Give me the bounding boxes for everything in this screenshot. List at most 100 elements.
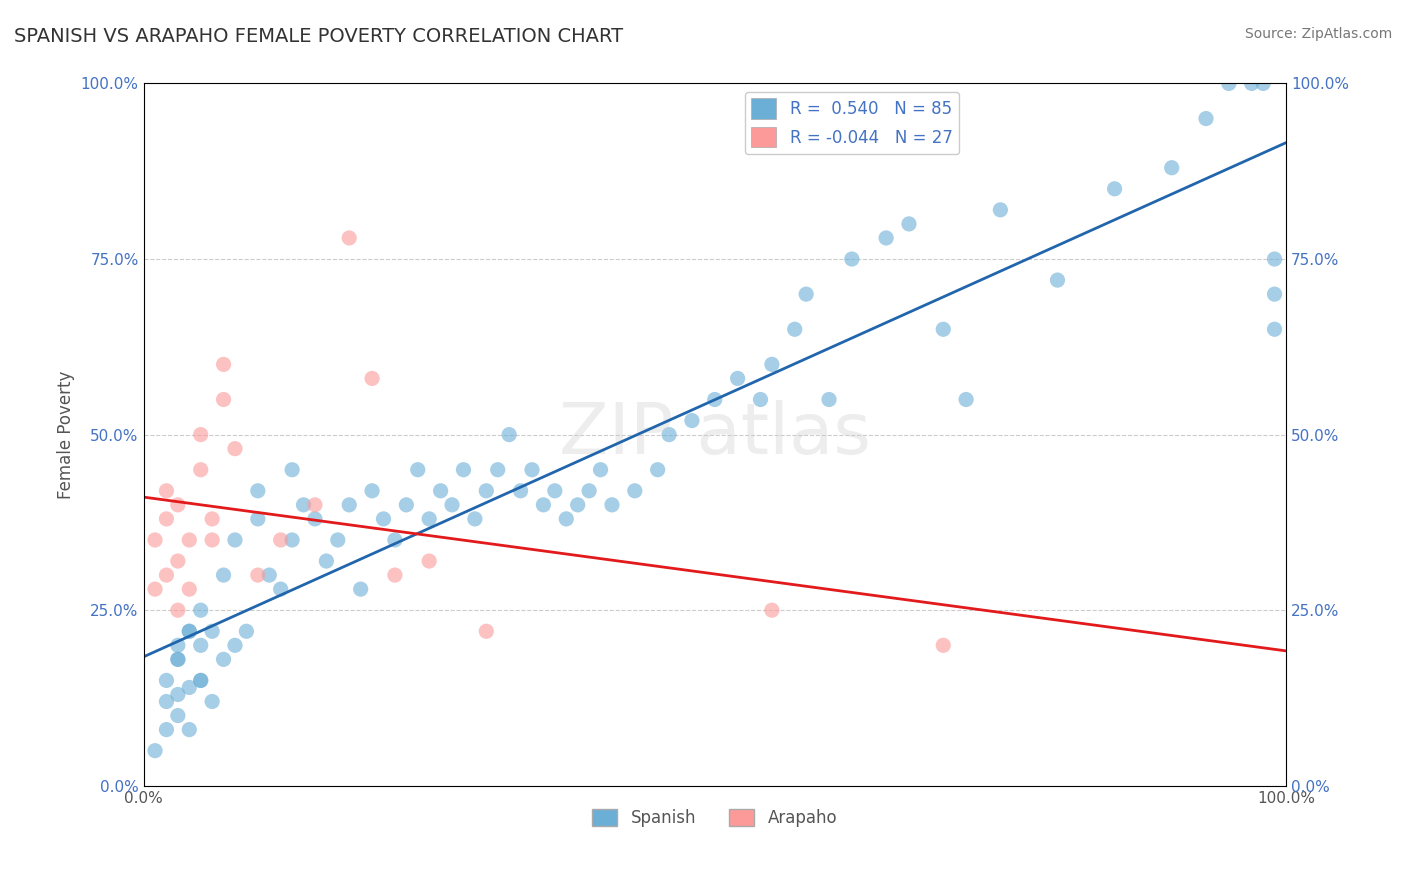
- Point: [384, 533, 406, 547]
- Y-axis label: Female Poverty: Female Poverty: [58, 370, 75, 499]
- Point: [681, 413, 703, 427]
- Point: [749, 392, 772, 407]
- Point: [155, 512, 177, 526]
- Point: [624, 483, 647, 498]
- Point: [453, 463, 475, 477]
- Point: [190, 673, 212, 688]
- Point: [533, 498, 555, 512]
- Point: [270, 582, 292, 596]
- Point: [259, 568, 281, 582]
- Point: [520, 463, 543, 477]
- Point: [727, 371, 749, 385]
- Point: [761, 603, 783, 617]
- Point: [475, 483, 498, 498]
- Point: [246, 483, 269, 498]
- Point: [955, 392, 977, 407]
- Point: [406, 463, 429, 477]
- Point: [555, 512, 578, 526]
- Point: [988, 202, 1011, 217]
- Point: [167, 708, 190, 723]
- Point: [898, 217, 921, 231]
- Point: [224, 533, 246, 547]
- Point: [418, 554, 440, 568]
- Text: Source: ZipAtlas.com: Source: ZipAtlas.com: [1244, 27, 1392, 41]
- Point: [337, 231, 360, 245]
- Point: [395, 498, 418, 512]
- Point: [179, 624, 201, 639]
- Point: [155, 483, 177, 498]
- Point: [167, 688, 190, 702]
- Point: [304, 512, 326, 526]
- Point: [384, 568, 406, 582]
- Point: [246, 512, 269, 526]
- Point: [544, 483, 567, 498]
- Point: [841, 252, 863, 266]
- Point: [1263, 287, 1285, 301]
- Point: [304, 498, 326, 512]
- Point: [932, 322, 955, 336]
- Point: [167, 638, 190, 652]
- Point: [167, 652, 190, 666]
- Point: [315, 554, 337, 568]
- Point: [155, 694, 177, 708]
- Point: [794, 287, 817, 301]
- Point: [167, 652, 190, 666]
- Point: [1104, 182, 1126, 196]
- Point: [224, 442, 246, 456]
- Point: [703, 392, 725, 407]
- Point: [155, 568, 177, 582]
- Point: [818, 392, 841, 407]
- Point: [1195, 112, 1218, 126]
- Point: [361, 371, 384, 385]
- Point: [658, 427, 681, 442]
- Legend: Spanish, Arapaho: Spanish, Arapaho: [585, 802, 844, 834]
- Point: [190, 603, 212, 617]
- Point: [486, 463, 509, 477]
- Point: [179, 582, 201, 596]
- Point: [475, 624, 498, 639]
- Point: [783, 322, 806, 336]
- Point: [464, 512, 486, 526]
- Point: [1263, 322, 1285, 336]
- Point: [179, 723, 201, 737]
- Point: [224, 638, 246, 652]
- Point: [235, 624, 257, 639]
- Point: [1160, 161, 1182, 175]
- Point: [429, 483, 451, 498]
- Point: [190, 427, 212, 442]
- Point: [578, 483, 600, 498]
- Point: [190, 463, 212, 477]
- Point: [1263, 252, 1285, 266]
- Point: [270, 533, 292, 547]
- Point: [179, 624, 201, 639]
- Point: [143, 582, 166, 596]
- Point: [190, 638, 212, 652]
- Point: [337, 498, 360, 512]
- Point: [212, 568, 235, 582]
- Point: [190, 673, 212, 688]
- Point: [167, 498, 190, 512]
- Point: [167, 603, 190, 617]
- Point: [589, 463, 612, 477]
- Point: [281, 463, 304, 477]
- Point: [281, 533, 304, 547]
- Text: SPANISH VS ARAPAHO FEMALE POVERTY CORRELATION CHART: SPANISH VS ARAPAHO FEMALE POVERTY CORREL…: [14, 27, 623, 45]
- Point: [509, 483, 531, 498]
- Point: [155, 723, 177, 737]
- Point: [373, 512, 395, 526]
- Point: [441, 498, 464, 512]
- Point: [143, 744, 166, 758]
- Point: [761, 357, 783, 371]
- Point: [201, 533, 224, 547]
- Point: [201, 624, 224, 639]
- Point: [418, 512, 440, 526]
- Point: [350, 582, 373, 596]
- Point: [212, 652, 235, 666]
- Point: [167, 554, 190, 568]
- Point: [361, 483, 384, 498]
- Point: [212, 392, 235, 407]
- Point: [246, 568, 269, 582]
- Point: [498, 427, 520, 442]
- Point: [1240, 77, 1263, 91]
- Point: [155, 673, 177, 688]
